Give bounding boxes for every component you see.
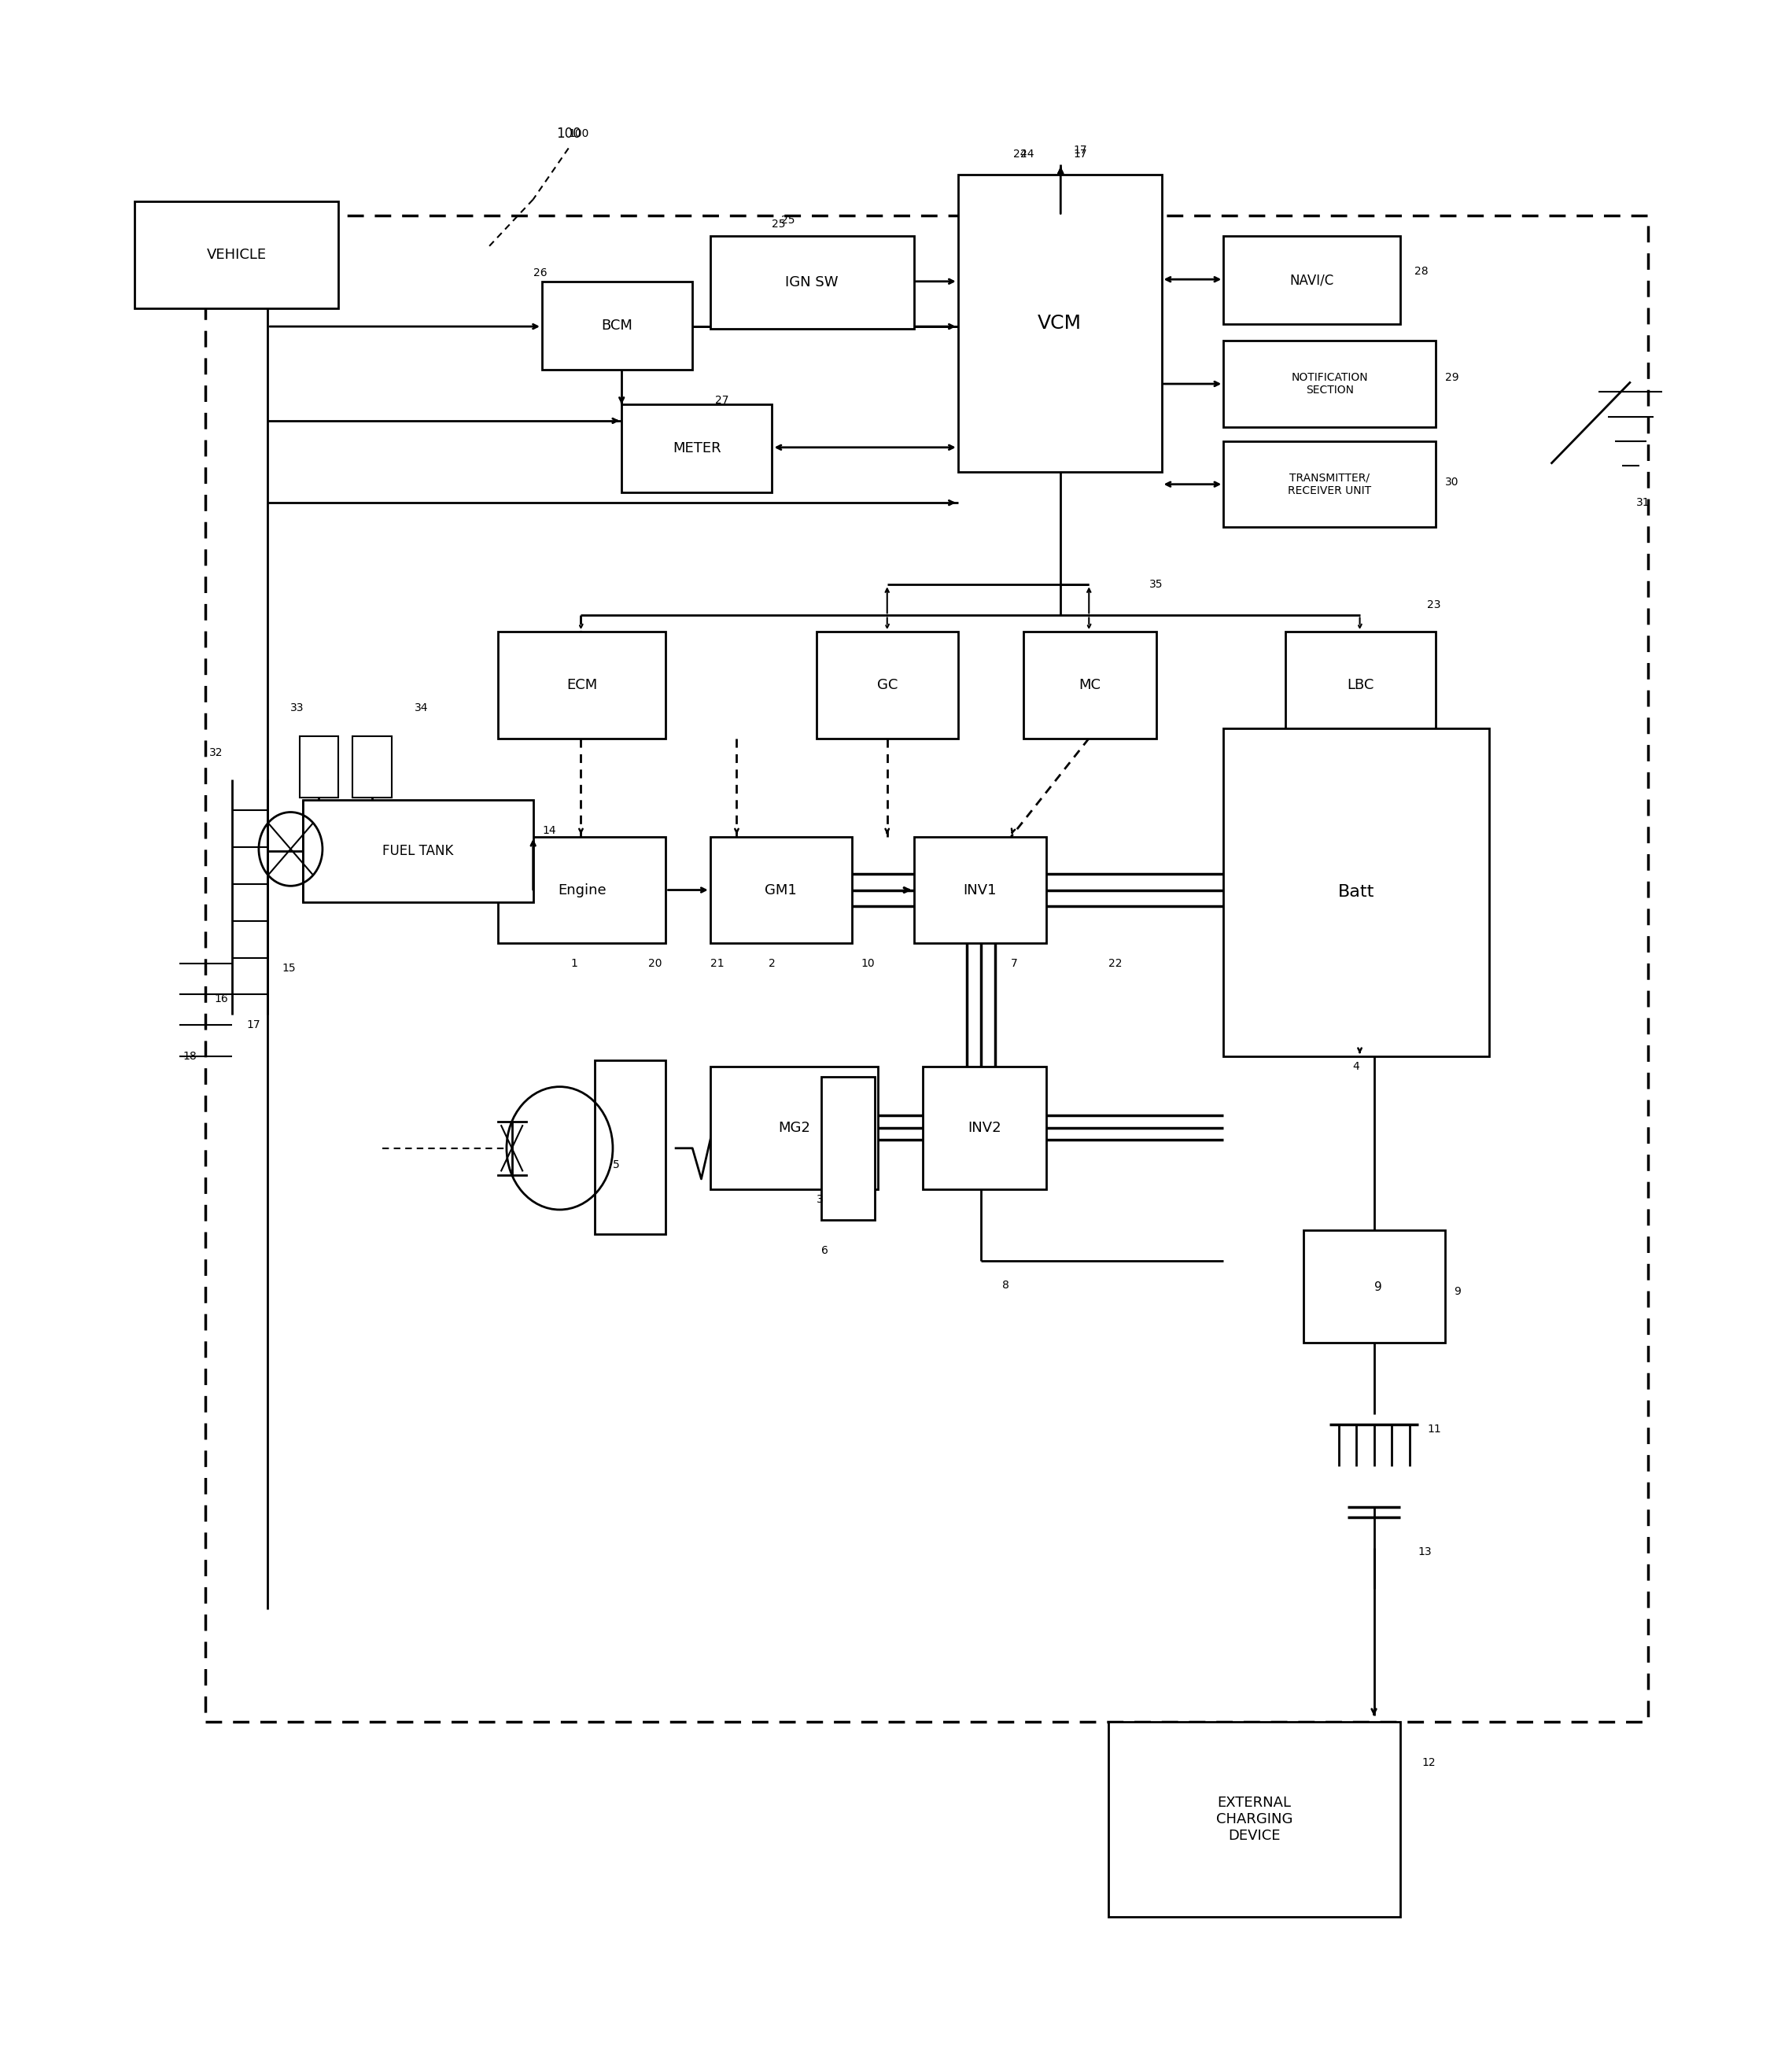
Bar — [1023, 632, 1156, 739]
Text: 1: 1 — [570, 959, 577, 969]
Text: 13: 13 — [1417, 1547, 1432, 1557]
Bar — [1303, 1230, 1444, 1342]
Text: 20: 20 — [649, 959, 661, 969]
Text: 10: 10 — [860, 959, 874, 969]
Text: 35: 35 — [1149, 580, 1163, 590]
Bar — [923, 1067, 1047, 1189]
Text: 17: 17 — [1073, 145, 1088, 155]
Text: 100: 100 — [568, 128, 590, 139]
Bar — [541, 282, 692, 369]
Text: 17: 17 — [1073, 149, 1088, 159]
Text: Batt: Batt — [1339, 884, 1374, 901]
Text: 34: 34 — [414, 702, 428, 712]
Text: FUEL TANK: FUEL TANK — [382, 845, 453, 857]
Text: 9: 9 — [1374, 1282, 1382, 1294]
Text: MC: MC — [1079, 677, 1100, 692]
Bar — [206, 215, 1649, 1721]
Bar — [595, 1060, 667, 1234]
Text: Engine: Engine — [557, 882, 606, 897]
Bar — [1109, 1721, 1401, 1916]
Text: 6: 6 — [823, 1245, 828, 1257]
Text: GM1: GM1 — [765, 882, 797, 897]
Text: 32: 32 — [210, 748, 222, 758]
Bar — [1224, 441, 1435, 528]
Text: 8: 8 — [1002, 1280, 1009, 1290]
Text: 29: 29 — [1444, 373, 1459, 383]
Bar — [710, 837, 851, 942]
Bar — [299, 737, 339, 797]
Text: 33: 33 — [290, 702, 305, 712]
Text: EXTERNAL
CHARGING
DEVICE: EXTERNAL CHARGING DEVICE — [1217, 1796, 1292, 1843]
Text: IGN SW: IGN SW — [785, 275, 839, 290]
Text: 26: 26 — [532, 267, 547, 280]
Text: TRANSMITTER/
RECEIVER UNIT: TRANSMITTER/ RECEIVER UNIT — [1288, 472, 1371, 497]
Text: 25: 25 — [781, 215, 794, 226]
Bar — [353, 737, 391, 797]
Text: 16: 16 — [215, 994, 228, 1004]
Text: INV2: INV2 — [968, 1120, 1002, 1135]
Bar — [498, 632, 667, 739]
Text: 24: 24 — [1020, 149, 1034, 159]
Bar — [1224, 342, 1435, 427]
Text: 25: 25 — [772, 220, 787, 230]
Text: BCM: BCM — [602, 319, 633, 333]
Text: 18: 18 — [183, 1050, 197, 1062]
Text: 4: 4 — [1353, 1060, 1360, 1073]
Text: 23: 23 — [1426, 601, 1441, 611]
Bar — [1224, 236, 1401, 325]
Text: NOTIFICATION
SECTION: NOTIFICATION SECTION — [1292, 373, 1367, 396]
Text: 31: 31 — [1636, 497, 1650, 507]
Text: 2: 2 — [769, 959, 776, 969]
Bar — [622, 404, 772, 493]
Bar — [710, 1067, 878, 1189]
Bar — [303, 799, 532, 903]
Text: 14: 14 — [541, 824, 556, 837]
Text: 9: 9 — [1453, 1286, 1460, 1296]
Bar — [1224, 729, 1489, 1056]
Text: 27: 27 — [715, 396, 729, 406]
Text: VEHICLE: VEHICLE — [206, 249, 267, 261]
Text: 15: 15 — [281, 963, 296, 973]
Text: 11: 11 — [1426, 1423, 1441, 1435]
Text: 22: 22 — [1109, 959, 1122, 969]
Text: 17: 17 — [246, 1019, 260, 1031]
Text: LBC: LBC — [1348, 677, 1374, 692]
Text: METER: METER — [672, 441, 720, 456]
Text: GC: GC — [876, 677, 898, 692]
Text: 30: 30 — [1444, 476, 1459, 489]
Text: 5: 5 — [613, 1160, 620, 1170]
Text: MG2: MG2 — [778, 1120, 810, 1135]
Text: NAVI/C: NAVI/C — [1290, 273, 1333, 288]
Bar — [498, 837, 667, 942]
Text: ECM: ECM — [566, 677, 597, 692]
Text: 3: 3 — [817, 1193, 823, 1205]
Bar — [914, 837, 1047, 942]
Text: 12: 12 — [1421, 1758, 1435, 1769]
Bar — [959, 174, 1161, 472]
Bar — [134, 201, 339, 309]
Text: INV1: INV1 — [964, 882, 996, 897]
Text: VCM: VCM — [1038, 315, 1082, 333]
Text: 21: 21 — [710, 959, 724, 969]
Text: 28: 28 — [1414, 265, 1428, 278]
Bar — [817, 632, 959, 739]
Text: 100: 100 — [556, 126, 581, 141]
Text: 7: 7 — [1011, 959, 1018, 969]
Bar — [1285, 632, 1435, 739]
Bar — [823, 1077, 874, 1220]
Text: 24: 24 — [1012, 149, 1027, 159]
Bar — [710, 236, 914, 329]
